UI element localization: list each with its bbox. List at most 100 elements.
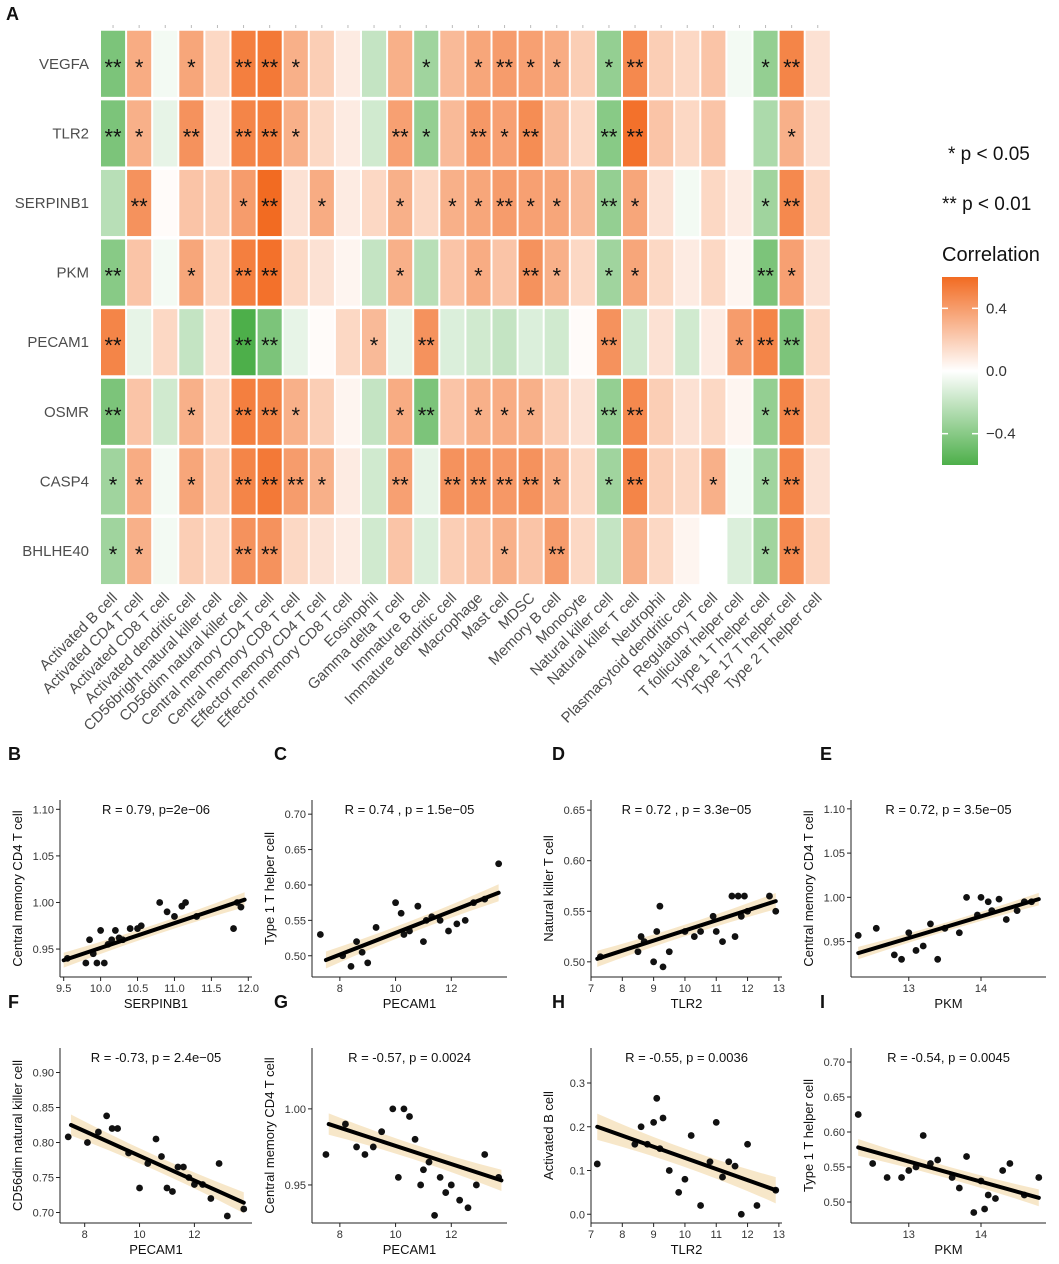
data-point xyxy=(425,1158,433,1166)
significance-mark: * xyxy=(709,472,718,497)
x-tick-label: 14 xyxy=(975,983,987,995)
heatmap-cell xyxy=(492,239,517,306)
heatmap-cell xyxy=(596,378,621,445)
significance-mark: * xyxy=(109,542,118,567)
legend-tick-label: 0.4 xyxy=(986,300,1007,317)
significance-mark: ** xyxy=(104,403,122,428)
data-point xyxy=(963,893,970,901)
heatmap-cell xyxy=(362,448,387,515)
significance-mark: * xyxy=(135,55,144,80)
data-point xyxy=(919,1132,927,1139)
row-label: SERPINB1 xyxy=(15,195,89,212)
data-point xyxy=(955,929,963,937)
regression-line xyxy=(323,890,501,963)
heatmap-cell xyxy=(101,309,126,376)
significance-mark: * xyxy=(526,403,535,428)
significance-mark: ** xyxy=(496,194,514,219)
data-point xyxy=(456,1196,464,1204)
data-point xyxy=(464,1204,472,1212)
significance-mark: ** xyxy=(626,403,644,428)
x-axis-label: PKM xyxy=(934,996,962,1011)
heatmap-cell xyxy=(675,239,700,306)
heatmap-cell xyxy=(362,517,387,585)
y-tick-label: 0.70 xyxy=(33,1208,54,1220)
x-axis-label: PKM xyxy=(934,1242,962,1257)
heatmap-cell xyxy=(805,239,830,306)
significance-mark: ** xyxy=(261,194,279,219)
heatmap-cell xyxy=(179,517,204,585)
data-point xyxy=(653,1094,661,1102)
x-tick-label: 8 xyxy=(619,1229,625,1241)
heatmap-cell xyxy=(205,448,230,515)
significance-mark: ** xyxy=(104,333,122,358)
heatmap-cell xyxy=(231,378,256,445)
significance-mark: * xyxy=(135,124,144,149)
data-point xyxy=(934,955,942,963)
significance-mark: ** xyxy=(600,124,618,149)
heatmap-cell xyxy=(283,100,308,167)
data-point xyxy=(461,916,469,924)
y-tick-label: 0.60 xyxy=(564,856,585,868)
data-point xyxy=(675,1188,683,1196)
heatmap-cell xyxy=(675,100,700,167)
heatmap-cell xyxy=(492,309,517,376)
data-point xyxy=(712,1118,720,1126)
significance-mark: * xyxy=(187,403,196,428)
x-tick-label: 10 xyxy=(133,1229,145,1241)
data-point xyxy=(447,1181,455,1189)
heatmap-cell xyxy=(335,100,360,167)
y-tick-label: 1.05 xyxy=(824,848,845,860)
y-tick-label: 0.55 xyxy=(564,906,585,918)
heatmap-cell xyxy=(362,30,387,97)
significance-mark: * xyxy=(474,55,483,80)
significance-mark: ** xyxy=(757,333,775,358)
x-tick-label: 13 xyxy=(773,983,785,995)
heatmap-cell xyxy=(205,517,230,585)
heatmap-cell xyxy=(231,169,256,237)
heatmap-cell xyxy=(414,30,439,97)
scatter-panel-b: B 9.5 10.0 10.5 11.0 11.5 12.0 0.95 1.00 1.05 1.10… xyxy=(8,744,259,1011)
data-point xyxy=(342,1120,349,1128)
data-point xyxy=(86,936,93,944)
x-tick-label: 13 xyxy=(773,1229,785,1241)
y-tick-label: 0.0 xyxy=(570,1209,585,1221)
data-point xyxy=(927,920,934,928)
data-point xyxy=(174,1163,182,1171)
heatmap-cell xyxy=(518,239,543,306)
heatmap-cell xyxy=(205,309,230,376)
row-label: OSMR xyxy=(44,404,89,421)
heatmap-cell xyxy=(283,309,308,376)
heatmap-cell xyxy=(701,448,726,515)
heatmap-cell xyxy=(309,378,334,445)
y-tick-label: 1.00 xyxy=(33,897,54,909)
heatmap-cell xyxy=(701,517,726,585)
heatmap-cell xyxy=(362,239,387,306)
significance-mark: * xyxy=(422,124,431,149)
scatter-panel-c: C 8 10 12 0.50 0.55 0.60 0.65 0.70 PECAM1 Type 1 T… xyxy=(262,744,507,1011)
heatmap-cell xyxy=(518,169,543,237)
data-point xyxy=(650,958,658,966)
heatmap-cell xyxy=(362,169,387,237)
data-point xyxy=(182,899,189,906)
heatmap-cell xyxy=(388,448,413,515)
heatmap-cell xyxy=(518,448,543,515)
scatter-panel-g: G 8 10 12 0.95 1.00 PECAM1 Central memory CD4 T… xyxy=(262,992,507,1257)
significance-mark: ** xyxy=(470,472,488,497)
significance-mark: * xyxy=(474,194,483,219)
y-tick-label: 0.55 xyxy=(824,1162,845,1174)
heatmap-cell xyxy=(205,30,230,97)
panel-letter: D xyxy=(552,744,565,764)
significance-mark: * xyxy=(605,55,614,80)
correlation-stat: R = -0.55, p = 0.0036 xyxy=(625,1050,748,1065)
heatmap-cell xyxy=(231,239,256,306)
heatmap-cell xyxy=(701,100,726,167)
x-tick-label: 12 xyxy=(445,1229,457,1241)
x-tick-label: 11.0 xyxy=(164,983,185,995)
significance-mark: * xyxy=(631,194,640,219)
significance-mark: * xyxy=(761,472,770,497)
data-point xyxy=(1002,916,1010,923)
significance-mark: ** xyxy=(418,403,436,428)
heatmap-cell xyxy=(623,378,648,445)
x-tick-label: 12 xyxy=(188,1229,200,1241)
heatmap-cell xyxy=(362,100,387,167)
